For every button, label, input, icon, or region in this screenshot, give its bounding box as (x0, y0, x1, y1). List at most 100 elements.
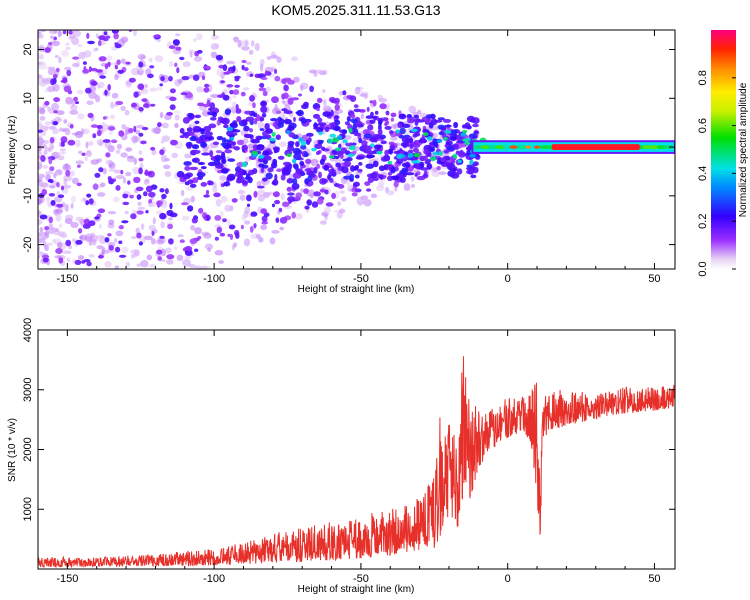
spectral-blob (462, 129, 468, 134)
spectral-blob (469, 153, 476, 158)
spectral-blob (151, 149, 157, 156)
spectral-blob (70, 203, 74, 209)
colorbar-tick-label: 0.0 (697, 261, 709, 276)
spectral-blob (431, 126, 440, 131)
spectral-blob (279, 226, 285, 231)
spectral-blob (457, 159, 462, 164)
spectral-blob (194, 265, 202, 269)
spectral-blob (390, 112, 397, 118)
spectral-blob (295, 141, 300, 148)
spectral-blob (168, 217, 173, 221)
spectrogram-y-label: Frequency (Hz) (7, 116, 18, 185)
spectral-blob (182, 117, 190, 124)
spectral-blob (65, 42, 70, 47)
spectral-blob (60, 136, 68, 144)
spectrogram-marks (37, 22, 675, 269)
spectral-blob (215, 54, 223, 61)
spectral-blob (39, 214, 48, 220)
spectral-blob (316, 97, 323, 103)
spectral-blob (210, 117, 217, 121)
spectral-blob (469, 159, 474, 165)
spectral-blob (57, 30, 63, 37)
spectral-blob (47, 66, 56, 70)
spectral-blob (398, 135, 405, 139)
spectral-blob (80, 128, 85, 135)
spectral-blob (329, 178, 334, 183)
spectral-blob (401, 167, 409, 173)
spectral-blob (337, 135, 343, 140)
spectral-blob (138, 61, 144, 68)
spectral-blob (271, 51, 276, 56)
spectral-blob (227, 173, 236, 180)
spectral-blob (367, 124, 374, 131)
spectral-blob (122, 201, 130, 206)
spectral-blob (410, 128, 418, 132)
spectral-blob (111, 92, 119, 99)
spectral-blob (181, 202, 189, 206)
spectral-blob (449, 129, 458, 134)
spectral-blob (57, 231, 65, 237)
spectral-blob (264, 123, 270, 130)
spectral-blob (280, 174, 286, 181)
spectral-blob (241, 39, 250, 48)
snr-background (38, 330, 675, 569)
spectral-blob (86, 22, 94, 30)
spectral-blob (257, 121, 265, 129)
y-tick-label: 4000 (22, 318, 34, 342)
spectral-blob (316, 107, 320, 112)
spectral-blob (138, 107, 144, 112)
spectral-blob (62, 184, 72, 189)
spectral-blob (49, 179, 54, 184)
spectral-blob (220, 142, 228, 146)
spectral-blob (292, 172, 302, 179)
spectral-blob (49, 137, 55, 144)
spectral-blob (261, 221, 269, 225)
spectral-blob (272, 158, 278, 165)
spectral-blob (150, 146, 156, 151)
spectral-blob (75, 139, 81, 148)
spectral-blob (168, 238, 174, 245)
spectral-blob (140, 140, 147, 145)
spectral-blob (344, 121, 350, 126)
spectral-blob (210, 107, 220, 114)
spectral-blob (68, 35, 76, 39)
spectral-blob (161, 193, 167, 199)
spectral-blob (274, 199, 281, 205)
spectral-blob (466, 164, 473, 168)
spectral-blob (37, 26, 43, 30)
spectral-blob (171, 152, 178, 159)
spectral-blob (189, 136, 197, 141)
spectral-blob (380, 140, 387, 145)
spectral-blob (319, 158, 325, 165)
spectral-blob (215, 150, 223, 154)
spectral-blob (144, 169, 149, 176)
spectral-blob (200, 128, 205, 135)
spectral-blob (98, 56, 107, 62)
spectral-blob (226, 70, 233, 74)
spectral-blob (223, 124, 229, 129)
spectral-blob (405, 161, 410, 169)
spectral-blob (365, 147, 372, 154)
spectral-blob (141, 126, 149, 131)
spectral-blob (165, 247, 172, 254)
spectral-blob (341, 166, 349, 174)
spectral-blob (380, 156, 388, 162)
spectral-blob (38, 251, 45, 256)
spectral-blob (324, 126, 330, 133)
spectral-blob (288, 199, 292, 204)
spectral-blob (127, 180, 131, 185)
spectral-blob (85, 87, 92, 94)
spectral-blob (111, 30, 119, 34)
spectral-blob (314, 159, 319, 163)
spectral-blob (48, 142, 54, 149)
spectral-blob (272, 191, 280, 198)
spectral-blob (334, 97, 340, 104)
spectral-blob (385, 120, 390, 126)
spectral-blob (38, 238, 44, 244)
spectral-blob (357, 168, 363, 173)
spectral-blob (264, 70, 269, 76)
spectral-blob (39, 54, 44, 60)
spectral-blob (194, 227, 202, 235)
spectral-blob (273, 68, 278, 74)
spectral-blob (313, 123, 319, 129)
